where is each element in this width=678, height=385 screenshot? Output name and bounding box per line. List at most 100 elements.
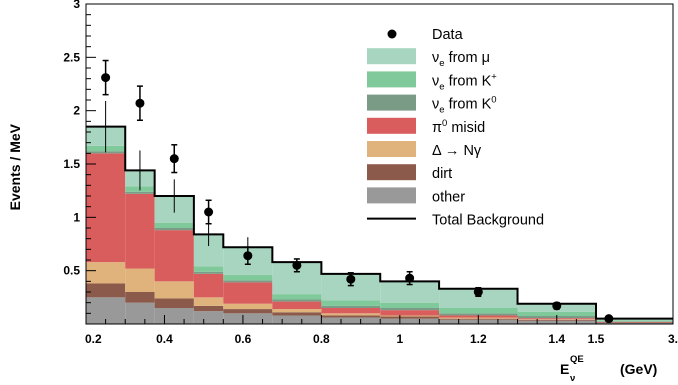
- bar--n--3: [194, 297, 223, 306]
- legend-swatch-pi0: [367, 118, 416, 134]
- bar--e-from-k--8: [439, 308, 517, 313]
- x-axis-title-main: E: [560, 361, 569, 377]
- bar-dirt-4: [223, 309, 272, 313]
- legend-label-kplus: νe from K+: [432, 71, 497, 92]
- bar--n--2: [155, 281, 194, 298]
- legend-label-pi0: π0 misid: [432, 118, 485, 136]
- bar--n--1: [125, 269, 154, 292]
- bar-dirt-6: [321, 315, 380, 317]
- y-tick-label-3: 2: [73, 104, 80, 118]
- legend-label-total: Total Background: [432, 213, 544, 229]
- legend-item-data: Data: [388, 27, 464, 43]
- bar-dirt-5: [272, 312, 321, 315]
- x-axis-title-unit: (GeV): [620, 361, 657, 377]
- legend-swatch-delta: [367, 141, 416, 157]
- data-point-9: [552, 301, 561, 310]
- legend-label-delta: Δ → Nγ: [432, 143, 482, 159]
- legend-item-dirt: dirt: [367, 164, 452, 182]
- bar--n--0: [86, 262, 125, 283]
- data-point-6: [346, 275, 355, 284]
- bar--e-from-k0-2: [155, 228, 194, 230]
- legend-swatch-other: [367, 187, 416, 203]
- legend-item-kzero: νe from K0: [367, 95, 497, 116]
- bar--0-misid-5: [272, 302, 321, 309]
- x-tick-label-7: 1.5: [588, 332, 605, 346]
- bar--e-from-k--5: [272, 294, 321, 299]
- bar-other-5: [272, 315, 321, 324]
- x-tick-label-0: 0.2: [85, 332, 102, 346]
- bar--0-misid-6: [321, 308, 380, 313]
- bar-dirt-1: [125, 292, 154, 303]
- bar-other-1: [125, 303, 154, 324]
- legend-item-other: other: [367, 187, 465, 205]
- legend-label-other: other: [432, 189, 465, 205]
- x-tick-label-4: 1: [397, 332, 404, 346]
- bar--n--4: [223, 304, 272, 309]
- data-point-10: [604, 314, 613, 323]
- legend-item-pi0: π0 misid: [367, 118, 485, 136]
- bar--e-from-k0-1: [125, 192, 154, 194]
- legend-item-numu: νe from μ: [367, 48, 490, 69]
- legend-label-numu: νe from μ: [432, 50, 490, 69]
- x-tick-label-3: 0.8: [313, 332, 330, 346]
- bar--n--5: [272, 309, 321, 312]
- bar--e-from-k--7: [380, 303, 439, 308]
- bar-dirt-2: [155, 298, 194, 308]
- legend-marker-data: [388, 30, 397, 39]
- bar-other-7: [380, 319, 439, 324]
- bar-other-4: [223, 313, 272, 324]
- x-axis-title-sub: ν: [570, 373, 575, 384]
- data-point-8: [474, 288, 483, 297]
- bar--e-from-k--2: [155, 223, 194, 228]
- y-axis-title: Events / MeV: [7, 123, 23, 210]
- bar--e-from-k--3: [194, 266, 223, 271]
- x-tick-label-6: 1.4: [548, 332, 565, 346]
- y-tick-label-0: 0.5: [63, 264, 80, 278]
- y-tick-label-1: 1: [73, 210, 80, 224]
- legend: Data νe from μ νe from K+ νe from K0 π0 misi…: [367, 27, 544, 229]
- x-axis-title: E QE ν (GeV): [560, 354, 657, 384]
- data-point-7: [405, 274, 414, 283]
- data-point-2: [170, 154, 179, 163]
- bar-dirt-3: [194, 306, 223, 311]
- data-point-3: [204, 208, 213, 217]
- data-point-5: [292, 261, 301, 270]
- legend-label-data: Data: [432, 27, 464, 43]
- bar--e-from-k0-4: [223, 280, 272, 282]
- bar--0-misid-7: [380, 310, 439, 315]
- bar-other-2: [155, 308, 194, 324]
- y-tick-label-4: 2.5: [63, 50, 80, 64]
- x-tick-label-2: 0.6: [235, 332, 252, 346]
- y-tick-label-2: 1.5: [63, 157, 80, 171]
- bar--0-misid-4: [223, 282, 272, 303]
- legend-item-total: Total Background: [367, 213, 544, 229]
- bar--e-from-k0-5: [272, 299, 321, 301]
- legend-item-delta: Δ → Nγ: [367, 141, 482, 159]
- y-tick-label-5: 3: [73, 0, 80, 11]
- bar--e-from-k0-6: [321, 306, 380, 308]
- bar--0-misid-3: [194, 274, 223, 297]
- bar--n--6: [321, 313, 380, 315]
- data-point-1: [135, 99, 144, 108]
- x-tick-label-1: 0.4: [156, 332, 173, 346]
- bar-other-3: [194, 311, 223, 324]
- bar--e-from-k--4: [223, 275, 272, 280]
- bar--e-from-k--6: [321, 301, 380, 306]
- bar--e-from-k0-3: [194, 272, 223, 274]
- bar--e-from-k0-7: [380, 308, 439, 310]
- x-tick-label-8: 3.: [668, 332, 678, 346]
- legend-swatch-dirt: [367, 164, 416, 180]
- bar-dirt-7: [380, 317, 439, 319]
- data-point-4: [243, 251, 252, 260]
- legend-label-kzero: νe from K0: [432, 95, 497, 116]
- x-axis-title-sup: QE: [570, 354, 584, 365]
- bar--0-misid-1: [125, 194, 154, 269]
- data-point-0: [101, 73, 110, 82]
- legend-swatch-numu: [367, 48, 416, 64]
- legend-item-kplus: νe from K+: [367, 71, 497, 92]
- legend-label-dirt: dirt: [432, 166, 452, 182]
- legend-swatch-kzero: [367, 95, 416, 111]
- bar--n--7: [380, 315, 439, 316]
- legend-swatch-kplus: [367, 71, 416, 87]
